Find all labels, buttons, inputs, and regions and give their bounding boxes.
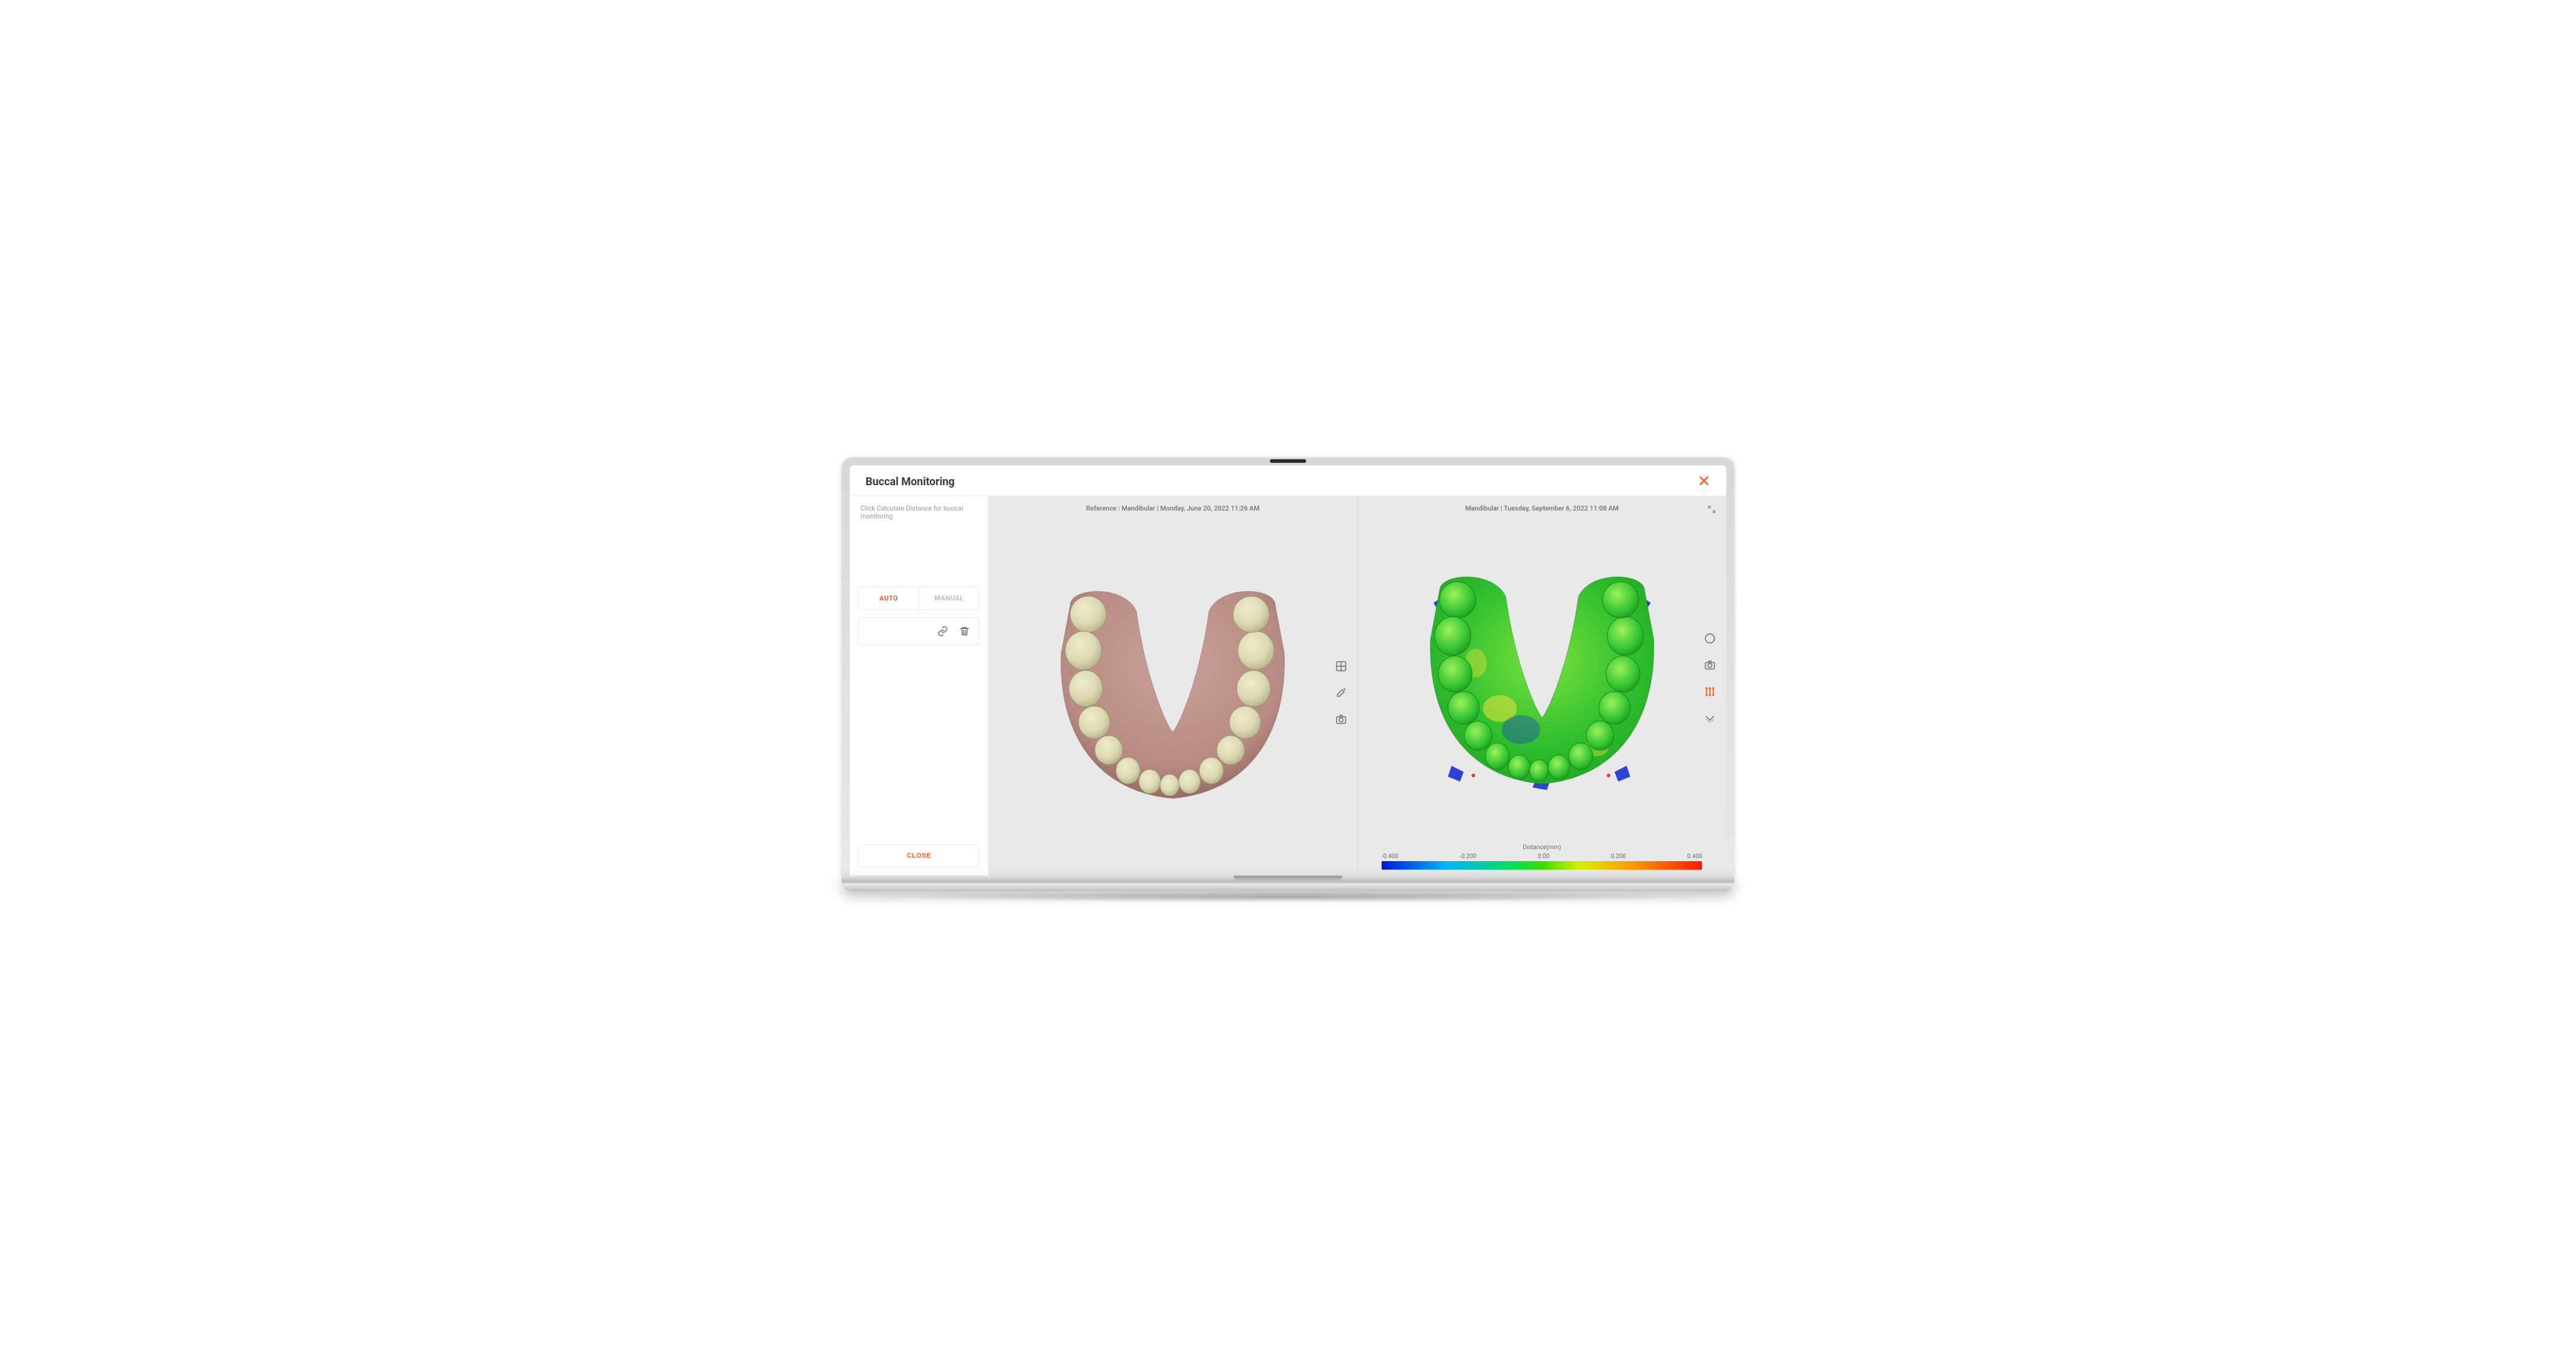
cmp-arch: Mandibular [1465, 504, 1499, 512]
reference-scan-viewport[interactable] [995, 516, 1351, 870]
main-area: Reference : Mandibular | Monday, June 20… [989, 496, 1726, 876]
laptop-base [841, 876, 1735, 891]
reference-side-tools [1333, 658, 1349, 727]
laptop-shadow [866, 891, 1710, 902]
tab-auto[interactable]: AUTO [859, 587, 919, 609]
color-icon[interactable] [1702, 631, 1718, 646]
pane-comparison: Mandibular | Tuesday, September 6, 2022 … [1357, 496, 1727, 876]
colorbar-ticks: -0.400 -0.200 0.00 0.200 0.400 [1382, 853, 1702, 860]
pane-comparison-title: Mandibular | Tuesday, September 6, 2022 … [1465, 504, 1619, 512]
expand-icon[interactable] [1707, 504, 1717, 517]
instruction-text: Click Calculate Distance for buccal moni… [858, 504, 980, 520]
camera-icon[interactable] [1333, 711, 1349, 727]
comparison-side-tools [1702, 631, 1718, 726]
tick-3: 0.200 [1611, 853, 1626, 860]
sidebar: Click Calculate Distance for buccal moni… [850, 496, 989, 876]
cmp-sep: | [1499, 504, 1504, 512]
comparison-scan-viewport[interactable] [1364, 516, 1721, 841]
tick-2: 0.00 [1538, 853, 1550, 860]
pane-reference: Reference : Mandibular | Monday, June 20… [989, 496, 1357, 876]
camera-icon[interactable] [1702, 657, 1718, 673]
brush-icon[interactable] [1333, 685, 1349, 701]
titlebar: Buccal Monitoring ✕ [850, 465, 1726, 496]
app-screen: Buccal Monitoring ✕ Click Calculate Dist… [850, 465, 1726, 876]
tab-manual[interactable]: MANUAL [919, 587, 979, 609]
app-body: Click Calculate Distance for buccal moni… [850, 496, 1726, 876]
sidebar-tool-row [858, 617, 980, 645]
tick-1: -0.200 [1459, 853, 1476, 860]
tick-0: -0.400 [1382, 853, 1398, 860]
ref-prefix: Reference : [1086, 504, 1122, 512]
link-icon[interactable] [934, 623, 951, 640]
chevron-down-icon[interactable] [1702, 710, 1718, 726]
screen-bezel: Buccal Monitoring ✕ Click Calculate Dist… [841, 457, 1735, 876]
mode-tabs: AUTO MANUAL [858, 587, 980, 610]
measure-icon[interactable] [1702, 684, 1718, 699]
reference-scan [1046, 581, 1299, 804]
pane-reference-title: Reference : Mandibular | Monday, June 20… [1086, 504, 1260, 512]
tick-4: 0.400 [1687, 853, 1702, 860]
comparison-scan [1415, 567, 1669, 790]
colorbar-gradient [1382, 861, 1702, 870]
close-icon[interactable]: ✕ [1697, 474, 1710, 489]
ref-sep: | [1155, 504, 1160, 512]
colorbar-title: Distance(mm) [1382, 844, 1702, 851]
grid-icon[interactable] [1333, 658, 1349, 674]
cmp-date: Tuesday, September 6, 2022 11:08 AM [1504, 504, 1619, 512]
camera-notch [1270, 459, 1306, 463]
close-button[interactable]: CLOSE [858, 844, 980, 867]
page-title: Buccal Monitoring [866, 476, 955, 488]
laptop-frame: Buccal Monitoring ✕ Click Calculate Dist… [841, 457, 1735, 902]
trash-icon[interactable] [956, 623, 973, 640]
colorbar: Distance(mm) -0.400 -0.200 0.00 0.200 0.… [1382, 844, 1702, 870]
ref-date: Monday, June 20, 2022 11:26 AM [1160, 504, 1260, 512]
ref-arch: Mandibular [1121, 504, 1155, 512]
